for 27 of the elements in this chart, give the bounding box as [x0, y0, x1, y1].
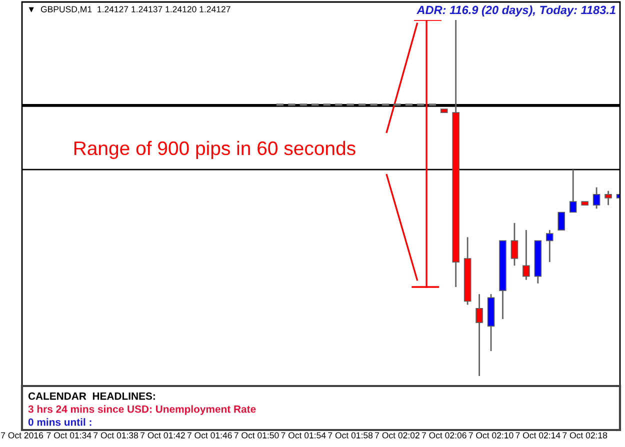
x-tick-label: 7 Oct 01:42: [140, 432, 185, 438]
x-tick-label: 7 Oct 02:02: [375, 432, 420, 438]
candlestick: [546, 229, 554, 263]
x-tick-label: 7 Oct 02:10: [468, 432, 514, 438]
x-tick-label: 7 Oct 01:46: [187, 432, 232, 438]
candlestick: [476, 293, 483, 376]
text: 3 hrs 24 mins since USD: Unemployment Rate: [28, 405, 256, 415]
text: CALENDAR HEADLINES:: [28, 392, 155, 400]
chart-title: ▼ GBPUSD,M1 1.24127 1.24137 1.24120 1.24127: [28, 6, 230, 14]
annotation: Range of 900 pips in 60 seconds: [74, 140, 356, 160]
x-tick-label: 7 Oct 2016: [1, 432, 44, 438]
x-tick-label: 7 Oct 01:54: [281, 432, 326, 438]
x-tick-label: 7 Oct 02:06: [422, 432, 466, 438]
candlestick: [558, 212, 566, 230]
candlestick: [604, 190, 612, 206]
candlestick: [522, 229, 530, 281]
candlestick: [592, 186, 600, 210]
text: ADR: 116.9 (20 days), Today: 1183.1: [416, 6, 616, 16]
candlestick: [510, 222, 518, 266]
x-tick-label: 7 Oct 01:38: [94, 432, 138, 438]
candlestick: [569, 168, 577, 213]
x-tick-label: 7 Oct 02:14: [516, 432, 560, 438]
x-tick-label: 7 Oct 01:50: [234, 432, 279, 438]
x-tick-label: 7 Oct 01:34: [46, 432, 92, 438]
x-tick-label: 7 Oct 01:58: [328, 432, 373, 438]
x-tick-label: 7 Oct 02:18: [562, 432, 608, 438]
text: 0 mins until :: [28, 418, 92, 426]
